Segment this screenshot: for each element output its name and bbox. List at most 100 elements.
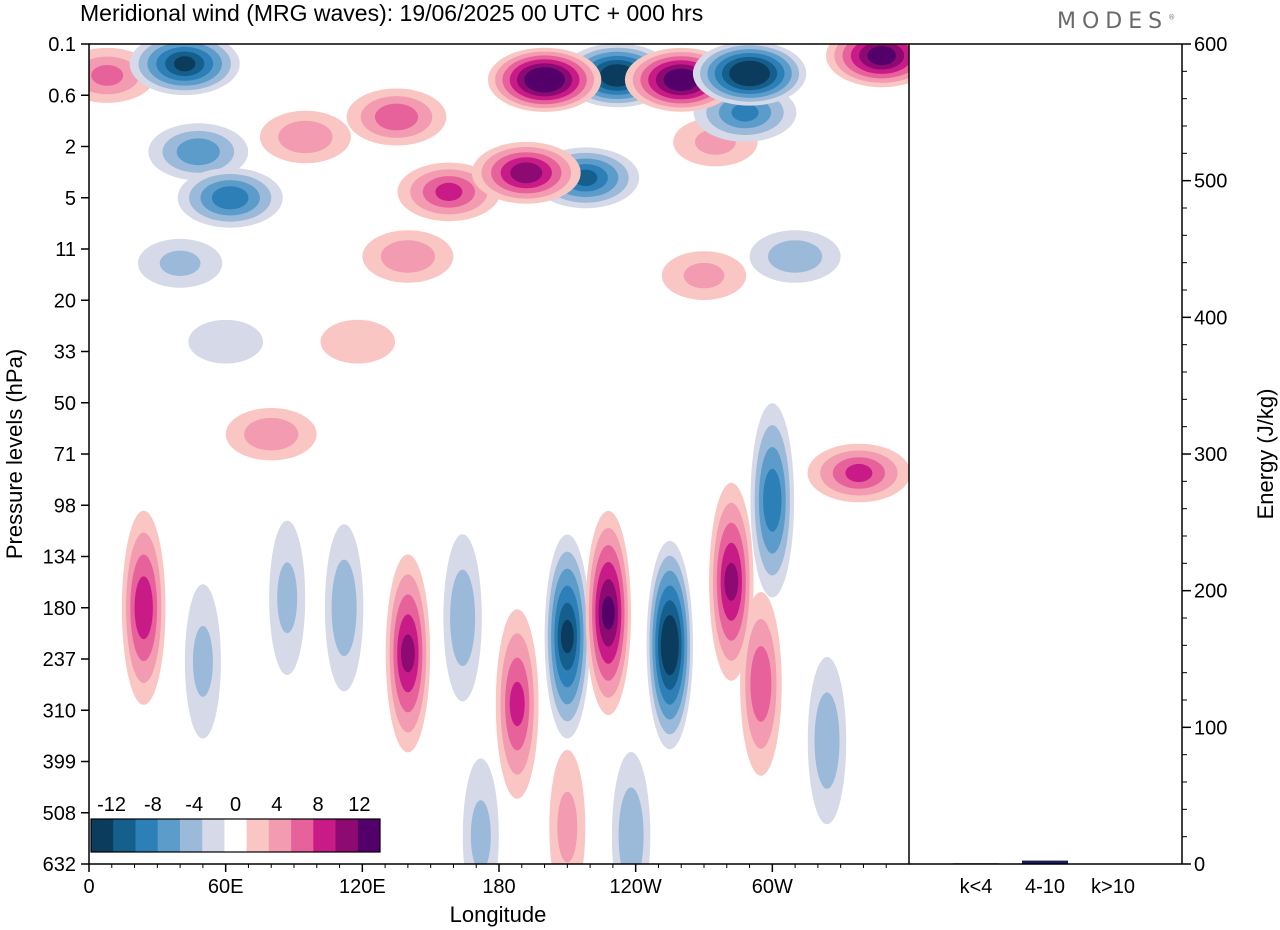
wind-contour — [192, 626, 213, 697]
wind-feature — [148, 123, 249, 181]
wind-contour — [660, 615, 679, 676]
wind-contour — [91, 65, 124, 86]
colorbar-swatch — [91, 819, 114, 852]
wind-contour — [331, 559, 357, 656]
wind-contour — [211, 186, 249, 210]
colorbar-swatch — [157, 819, 181, 852]
energy-tick-label: 0 — [1194, 854, 1205, 876]
pressure-tick-label: 5 — [65, 188, 76, 210]
colorbar-swatch — [335, 819, 359, 852]
wind-feature — [692, 44, 807, 106]
wind-contour — [320, 319, 396, 364]
colorbar-border — [90, 818, 381, 853]
wind-contour — [134, 576, 153, 640]
pressure-tick-label: 0.6 — [48, 85, 76, 107]
energy-tick-label: 400 — [1194, 307, 1227, 329]
wind-feature — [749, 230, 841, 283]
colorbar: -12 -8 -4 0 4 8 12 — [90, 794, 381, 853]
energy-tick-label: 600 — [1194, 34, 1227, 56]
wind-feature — [385, 554, 431, 753]
energy-tick-label: 300 — [1194, 444, 1227, 466]
energy-axis-title: Energy (J/kg) — [1253, 389, 1278, 520]
wind-contour — [814, 692, 840, 789]
wind-feature — [184, 584, 221, 739]
wind-feature — [807, 657, 847, 825]
wind-feature — [495, 609, 539, 799]
energy-tick-label: 100 — [1194, 717, 1227, 739]
energy-tick-label: 500 — [1194, 171, 1227, 193]
wind-contour — [509, 681, 525, 727]
pressure-tick-label: 508 — [43, 803, 76, 825]
colorbar-swatch — [224, 819, 247, 852]
wind-contour — [450, 569, 476, 666]
colorbar-swatch — [268, 819, 292, 852]
wind-feature — [807, 443, 909, 503]
pressure-axis: 0.1 0.6 2 5 11 20 33 50 71 98 134 180 237 310 399 508 63… — [43, 34, 89, 876]
colorbar-swatch — [179, 819, 203, 852]
colorbar-label: 12 — [348, 794, 370, 816]
wind-contour — [435, 182, 463, 201]
colorbar-label: -4 — [185, 794, 203, 816]
pressure-tick-label: 399 — [43, 752, 76, 774]
colorbar-label: -8 — [144, 794, 162, 816]
wind-contour — [663, 68, 699, 92]
wind-contour — [763, 468, 782, 532]
wind-contour — [244, 417, 299, 451]
wind-feature — [544, 534, 590, 739]
wind-contour — [470, 800, 491, 864]
longitude-tick-label: 120W — [610, 876, 662, 898]
longitude-tick-label: 0 — [83, 876, 94, 898]
longitude-tick-label: 60E — [208, 876, 244, 898]
wind-feature — [549, 749, 586, 864]
longitude-tick-label: 120E — [339, 876, 386, 898]
wind-feature — [320, 319, 396, 364]
wind-feature — [346, 88, 447, 146]
wind-contour — [557, 791, 578, 863]
wind-feature — [259, 110, 351, 164]
wind-contour — [601, 596, 615, 630]
wind-contour — [188, 319, 263, 364]
wind-feature — [324, 524, 364, 692]
wind-contour — [731, 103, 759, 122]
colorbar-swatch — [113, 819, 136, 852]
wind-contour — [277, 562, 298, 634]
energy-category-label: 4-10 — [1025, 876, 1065, 898]
pressure-tick-label: 50 — [54, 393, 76, 415]
colorbar-label: 0 — [230, 794, 241, 816]
colorbar-swatch — [291, 819, 314, 852]
longitude-axis: 0 60E 120E 180 120W 60W — [83, 864, 887, 898]
wind-feature — [750, 403, 795, 598]
energy-category-label: k>10 — [1091, 876, 1135, 898]
pressure-tick-label: 0.1 — [48, 34, 76, 56]
wind-feature — [188, 319, 263, 364]
wind-feature — [585, 510, 631, 715]
heatmap-frame — [88, 43, 910, 865]
pressure-tick-label: 11 — [55, 239, 76, 261]
wind-contour — [845, 463, 873, 483]
wind-contour — [560, 619, 574, 654]
wind-contour — [380, 240, 435, 273]
wind-feature — [740, 592, 782, 776]
longitude-tick-label: 180 — [482, 876, 515, 898]
pressure-tick-label: 180 — [43, 598, 76, 620]
wind-feature — [462, 758, 499, 864]
wind-feature — [129, 44, 240, 96]
wind-contour — [510, 162, 543, 184]
wind-feature — [177, 167, 283, 228]
wind-heatmap — [89, 44, 909, 864]
pressure-tick-label: 98 — [54, 495, 76, 517]
wind-contour — [867, 46, 896, 66]
wind-contour — [729, 60, 770, 87]
wind-contour — [683, 262, 725, 289]
wind-contour — [524, 67, 565, 93]
energy-category-label: k<4 — [960, 876, 993, 898]
pressure-tick-label: 310 — [43, 700, 76, 722]
pressure-tick-label: 71 — [54, 444, 76, 466]
pressure-tick-label: 20 — [54, 290, 76, 312]
wind-contour — [176, 138, 220, 166]
modes-logo: MODES® — [1057, 9, 1175, 34]
wind-feature — [611, 752, 651, 864]
energy-tick-label: 200 — [1194, 581, 1227, 603]
pressure-tick-label: 237 — [43, 649, 76, 671]
wind-contour — [401, 634, 415, 673]
